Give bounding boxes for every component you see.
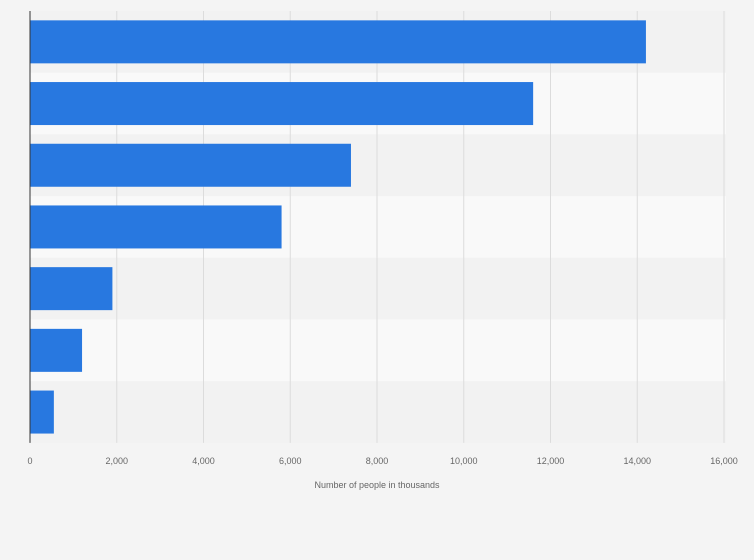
row-band (30, 319, 726, 382)
x-tick-label: 4,000 (192, 456, 215, 466)
x-tick-label: 14,000 (623, 456, 651, 466)
row-bands (30, 11, 726, 443)
x-tick-label: 6,000 (279, 456, 302, 466)
row-band (30, 257, 726, 320)
bar[interactable] (30, 390, 54, 434)
x-tick-label: 16,000 (710, 456, 738, 466)
bar[interactable] (30, 328, 83, 372)
row-band (30, 381, 726, 443)
x-tick-labels: 0 2,000 4,000 6,000 8,000 10,000 12,000 14,000 1… (27, 456, 737, 466)
x-tick-label: 0 (27, 456, 32, 466)
x-axis-title: Number of people in thousands (314, 480, 440, 490)
bar[interactable] (30, 143, 351, 187)
x-tick-label: 2,000 (105, 456, 128, 466)
bar[interactable] (30, 267, 113, 311)
x-tick-label: 8,000 (366, 456, 389, 466)
bar[interactable] (30, 82, 534, 126)
bar[interactable] (30, 20, 646, 64)
bars (30, 20, 646, 434)
x-tick-label: 10,000 (450, 456, 478, 466)
bar[interactable] (30, 205, 282, 249)
x-tick-label: 12,000 (537, 456, 565, 466)
